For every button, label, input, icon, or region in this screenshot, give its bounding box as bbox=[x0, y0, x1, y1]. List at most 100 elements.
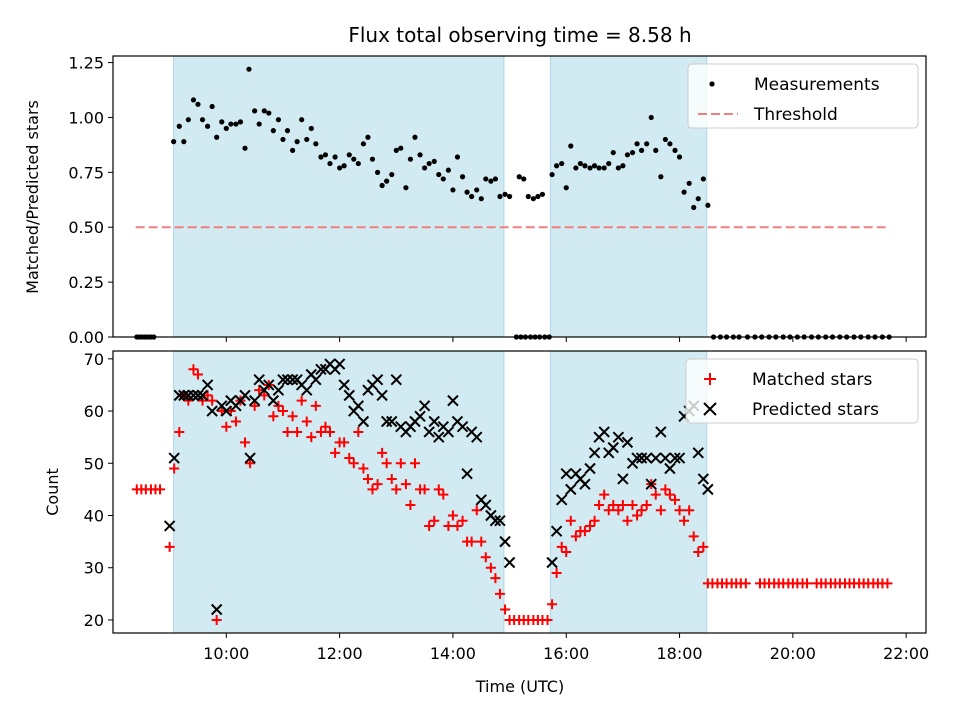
data-point bbox=[573, 165, 579, 171]
x-tick-label: 20:00 bbox=[770, 644, 816, 663]
data-point bbox=[644, 141, 650, 147]
data-point bbox=[376, 389, 388, 402]
data-point bbox=[591, 163, 598, 169]
data-point bbox=[199, 117, 206, 123]
data-point bbox=[613, 505, 624, 516]
data-point bbox=[546, 556, 558, 569]
data-point bbox=[249, 400, 260, 411]
data-point bbox=[500, 604, 511, 615]
data-point bbox=[632, 510, 643, 521]
data-point bbox=[459, 174, 466, 180]
y-tick-label: 60 bbox=[84, 402, 104, 421]
data-point bbox=[173, 389, 185, 402]
y-tick-label: 50 bbox=[84, 454, 104, 473]
data-point bbox=[539, 191, 546, 197]
data-point bbox=[330, 447, 341, 458]
data-point bbox=[310, 400, 321, 411]
data-point bbox=[485, 562, 496, 573]
data-point bbox=[164, 541, 175, 552]
data-point bbox=[377, 447, 388, 458]
data-point bbox=[348, 458, 359, 469]
data-point bbox=[688, 531, 699, 542]
data-point bbox=[301, 384, 313, 396]
data-point bbox=[476, 536, 487, 547]
data-point bbox=[480, 499, 492, 511]
data-point bbox=[267, 394, 280, 407]
data-point bbox=[282, 426, 293, 437]
data-point bbox=[352, 400, 365, 412]
data-point bbox=[195, 101, 201, 107]
data-point bbox=[568, 143, 574, 149]
data-point bbox=[306, 432, 317, 443]
data-point bbox=[445, 167, 451, 173]
series-predicted-stars bbox=[163, 358, 714, 616]
data-point bbox=[488, 178, 494, 184]
data-point bbox=[601, 165, 607, 171]
x-tick-label: 10:00 bbox=[203, 644, 249, 663]
data-point bbox=[556, 541, 567, 552]
data-point bbox=[456, 421, 469, 433]
data-point bbox=[550, 525, 563, 537]
y-tick-label: 1.00 bbox=[68, 108, 104, 127]
legend-label: Predicted stars bbox=[752, 400, 879, 420]
data-point bbox=[344, 453, 355, 464]
data-point bbox=[163, 520, 176, 532]
data-point bbox=[187, 389, 200, 402]
data-point bbox=[490, 573, 501, 584]
data-point bbox=[596, 165, 602, 171]
data-point bbox=[209, 103, 215, 110]
data-point bbox=[692, 447, 704, 459]
legend-label: Matched stars bbox=[752, 370, 872, 390]
data-point bbox=[560, 468, 572, 480]
data-point bbox=[403, 185, 409, 191]
data-point bbox=[631, 452, 643, 464]
data-point bbox=[659, 452, 672, 464]
data-point bbox=[547, 599, 558, 610]
top-panel: 0.00 0.25 0.50 0.75 1.00 1.25 Measurements Thre… bbox=[68, 54, 927, 347]
data-point bbox=[664, 489, 675, 500]
data-point bbox=[254, 385, 265, 396]
data-point bbox=[201, 379, 214, 391]
data-point bbox=[670, 494, 681, 505]
y-tick-label: 1.25 bbox=[68, 54, 104, 73]
data-point bbox=[353, 426, 364, 437]
data-point bbox=[638, 147, 645, 153]
data-point bbox=[202, 390, 213, 401]
data-point bbox=[471, 505, 482, 516]
data-point bbox=[190, 97, 197, 103]
data-point bbox=[471, 431, 483, 443]
data-point bbox=[360, 141, 367, 147]
data-point bbox=[700, 176, 706, 182]
data-point bbox=[653, 147, 659, 153]
data-point bbox=[315, 363, 327, 375]
data-point bbox=[192, 389, 204, 402]
x-tick-label: 18:00 bbox=[656, 644, 702, 663]
data-point bbox=[422, 165, 428, 171]
data-point bbox=[617, 500, 628, 511]
data-point bbox=[436, 171, 442, 178]
y-tick-label: 30 bbox=[84, 559, 104, 578]
data-point bbox=[259, 390, 270, 401]
data-point bbox=[431, 158, 437, 164]
data-point bbox=[155, 484, 166, 495]
data-point bbox=[244, 452, 256, 464]
data-point bbox=[386, 473, 397, 484]
legend-marker-matched bbox=[704, 373, 716, 385]
data-point bbox=[577, 160, 584, 167]
data-point bbox=[565, 483, 577, 496]
data-point bbox=[169, 463, 180, 474]
data-point bbox=[561, 547, 572, 558]
data-point bbox=[207, 395, 218, 406]
data-point bbox=[365, 134, 371, 140]
y-tick-label: 20 bbox=[84, 611, 104, 630]
data-point bbox=[584, 462, 596, 475]
data-point bbox=[607, 441, 619, 454]
data-point bbox=[214, 134, 220, 140]
data-point bbox=[242, 145, 248, 151]
data-point bbox=[367, 484, 378, 495]
data-point bbox=[521, 176, 527, 182]
data-point bbox=[333, 358, 346, 370]
data-point bbox=[478, 196, 484, 202]
data-point bbox=[332, 154, 338, 160]
legend-marker-measurements bbox=[709, 81, 715, 87]
